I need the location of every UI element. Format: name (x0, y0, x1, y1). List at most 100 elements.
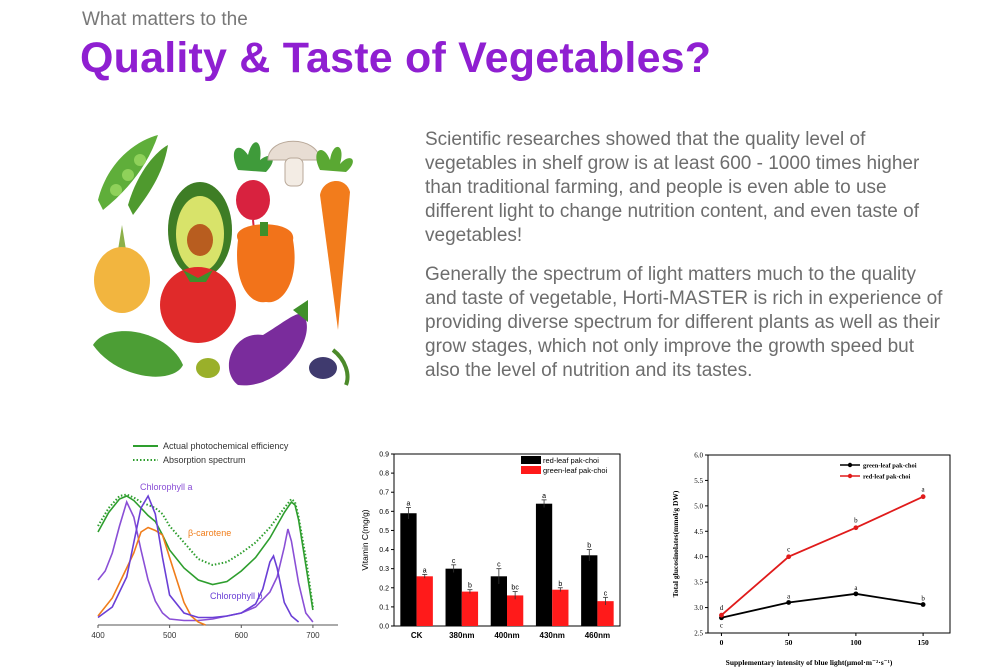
y-tick-label: 0.3 (379, 566, 389, 573)
y-tick-label: 0.6 (379, 509, 389, 516)
onion-icon (94, 225, 150, 313)
x-tick-label: 380nm (449, 631, 474, 640)
bar (416, 576, 433, 626)
vegetables-illustration (93, 135, 353, 386)
significance-letter: b (468, 583, 472, 590)
series-line-2 (97, 499, 314, 623)
significance-letter: a (854, 584, 858, 592)
x-tick-label: 700 (306, 631, 320, 640)
y-tick-label: 3.5 (694, 579, 703, 587)
x-tick-label: CK (411, 631, 423, 640)
significance-letter: a (423, 567, 427, 574)
legend-marker (847, 473, 853, 479)
legend-label: red-leaf pak-choi (543, 456, 599, 465)
y-tick-label: 0.7 (379, 490, 389, 497)
significance-letter: c (497, 562, 501, 569)
significance-letter: b (558, 581, 562, 588)
legend-swatch (521, 466, 541, 474)
series-line-1 (720, 495, 924, 616)
significance-letter: c (604, 590, 608, 597)
plot-frame (707, 454, 951, 634)
header-kicker: What matters to the (82, 9, 248, 30)
tomato-icon (160, 267, 236, 343)
series-line-4 (97, 494, 300, 623)
x-tick-label: 430nm (540, 631, 565, 640)
annotation-label: Chlorophyll a (140, 482, 193, 492)
x-tick-label: 50 (785, 638, 793, 647)
eggplant-icon (228, 300, 308, 386)
y-tick-label: 4.5 (694, 528, 703, 536)
x-tick-label: 0 (720, 638, 724, 647)
y-tick-label: 2.5 (694, 630, 703, 638)
spectrum-paragraph: Generally the spectrum of light matters … (425, 264, 943, 381)
cucumber-icon (93, 331, 183, 377)
series-line-1 (97, 493, 314, 608)
spectrum-chart: 400 500 600 700 Actual photochemical efficie… (91, 441, 338, 640)
mushroom-icon (267, 140, 321, 187)
bar (535, 503, 553, 626)
bar (597, 601, 614, 626)
annotation-label: Chlorophyll b (210, 591, 263, 601)
legend-label: green-leaf pak-choi (863, 463, 917, 470)
y-axis-label: Total glucosinolates(mmol/g DW) (671, 490, 680, 597)
avocado-icon (168, 182, 232, 278)
page-title: Quality & Taste of Vegetables? (80, 34, 712, 82)
y-tick-label: 0.0 (379, 624, 389, 631)
glucosinolates-chart: 2.5 3.0 3.5 4.0 4.5 5.0 5.5 6.0 0 50 100 150 Total g… (671, 452, 951, 667)
carrot-icon (316, 146, 353, 330)
legend-label: green-leaf pak-choi (543, 466, 608, 475)
x-tick-label: 600 (235, 631, 249, 640)
y-tick-label: 0.8 (379, 471, 389, 478)
radish-icon (233, 142, 273, 231)
significance-letter: b (587, 543, 591, 550)
bar (507, 595, 524, 626)
y-tick-label: 0.5 (379, 528, 389, 535)
legend-label: Actual photochemical efficiency (163, 441, 289, 451)
x-axis-label: Supplementary intensity of blue light(μm… (726, 658, 893, 667)
significance-letter: a (787, 592, 791, 600)
legend-label: red-leaf pak-choi (863, 474, 911, 481)
bar (490, 576, 507, 626)
significance-letter: c (720, 622, 723, 630)
annotation-label: β-carotene (188, 528, 231, 538)
significance-letter: b (921, 595, 925, 603)
data-point (853, 525, 859, 531)
peas-icon (98, 135, 168, 215)
bar (552, 589, 569, 626)
x-tick-label: 460nm (585, 631, 610, 640)
x-tick-label: 400 (91, 631, 105, 640)
y-tick-label: 0.9 (379, 452, 389, 459)
y-tick-label: 4.0 (694, 553, 703, 561)
significance-letter: bc (511, 585, 519, 592)
data-point (920, 494, 926, 500)
bar (445, 568, 462, 626)
olive-icon (196, 348, 350, 386)
y-tick-label: 0.4 (379, 547, 389, 554)
legend-marker (847, 462, 853, 468)
y-axis-label: Vitamin C(mg/g) (360, 509, 370, 570)
x-tick-label: 100 (850, 638, 862, 647)
series-line-3 (97, 526, 206, 626)
significance-letter: a (542, 493, 546, 500)
data-point (786, 554, 792, 560)
significance-letter: d (720, 604, 724, 612)
x-tick-label: 500 (163, 631, 177, 640)
significance-letter: a (922, 486, 926, 494)
legend-swatch (521, 456, 541, 464)
series-line-0 (721, 592, 924, 619)
significance-letter: b (854, 517, 858, 525)
y-tick-label: 6.0 (694, 452, 703, 460)
bell-pepper-icon (237, 222, 295, 303)
bar (581, 555, 598, 626)
data-point (853, 591, 859, 597)
y-tick-label: 0.1 (379, 604, 389, 611)
significance-letter: c (452, 558, 456, 565)
vitamin-c-chart: 0.0 0.1 0.2 0.3 0.4 0.5 0.6 0.7 0.8 0.9 Vitamin C(… (360, 452, 621, 640)
data-point (786, 600, 792, 605)
data-point (719, 612, 724, 618)
y-tick-label: 3.0 (694, 604, 703, 612)
x-tick-label: 150 (917, 638, 929, 647)
y-tick-label: 5.5 (694, 477, 703, 485)
x-tick-label: 400nm (494, 631, 519, 640)
bar (400, 513, 417, 626)
